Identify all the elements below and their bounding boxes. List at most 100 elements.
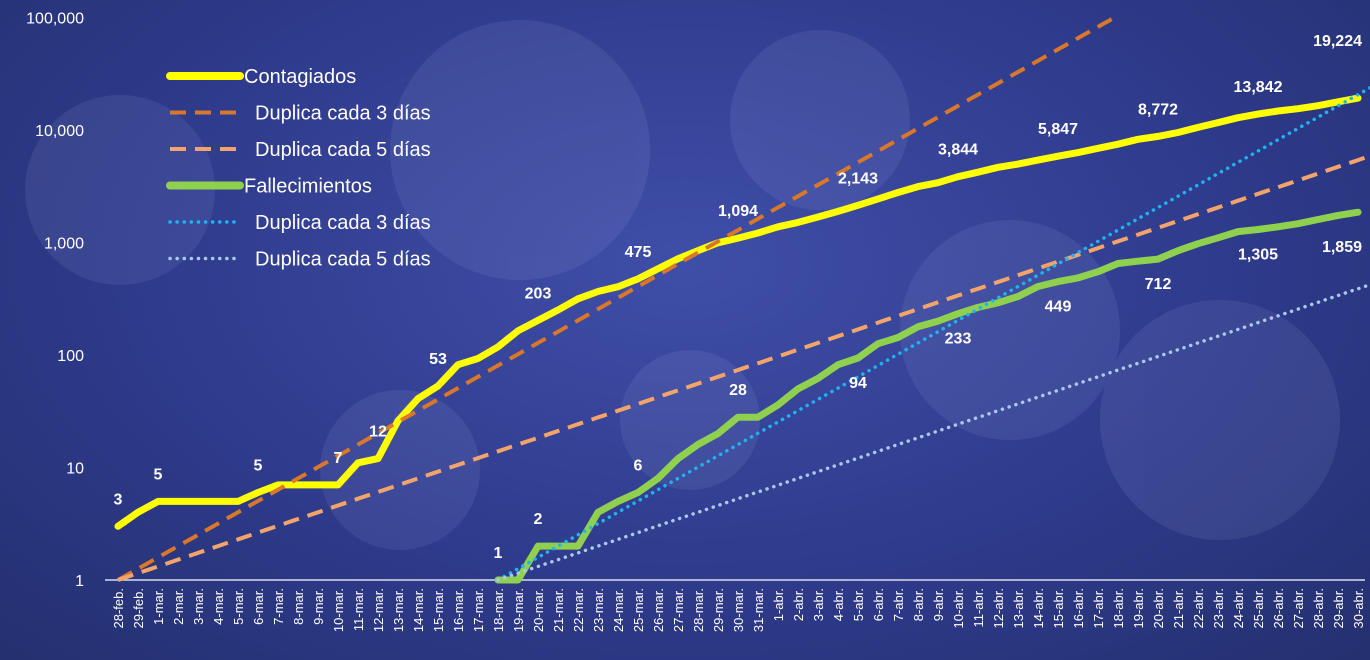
data-label: 2 [534,511,543,528]
data-label: 12 [369,424,387,441]
x-tick-label: 3-mar. [191,588,206,625]
y-tick-label: 10 [66,461,84,478]
x-tick-label: 27-abr. [1291,588,1306,628]
x-tick-label: 9-abr. [931,588,946,621]
x-tick-label: 6-mar. [251,588,266,625]
data-label: 449 [1045,299,1072,316]
x-tick-label: 1-abr. [771,588,786,621]
x-tick-label: 29-feb. [131,588,146,628]
x-tick-label: 5-abr. [851,588,866,621]
x-tick-label: 8-abr. [911,588,926,621]
x-tick-label: 20-mar. [531,588,546,632]
x-tick-label: 22-abr. [1191,588,1206,628]
x-tick-label: 18-abr. [1111,588,1126,628]
data-label: 233 [945,331,972,348]
x-tick-label: 2-mar. [171,588,186,625]
x-tick-label: 28-abr. [1311,588,1326,628]
data-label: 1,859 [1322,239,1362,256]
x-tick-label: 26-mar. [651,588,666,632]
x-tick-label: 7-abr. [891,588,906,621]
x-tick-label: 14-mar. [411,588,426,632]
x-tick-label: 6-abr. [871,588,886,621]
legend-label-1: Duplica cada 3 días [255,103,431,125]
data-label: 1,094 [718,203,758,220]
x-tick-label: 12-abr. [991,588,1006,628]
y-tick-label: 10,000 [35,123,84,140]
x-tick-label: 28-mar. [691,588,706,632]
x-tick-label: 19-mar. [511,588,526,632]
x-tick-label: 24-abr. [1231,588,1246,628]
data-labels: 355 712532034751,0942,1433,8445,8478,7721… [114,33,1363,562]
x-tick-label: 30-mar. [731,588,746,632]
plot-area [114,15,1370,584]
data-label: 5 [154,466,163,483]
data-label: 712 [1145,276,1172,293]
legend-label-5: Duplica cada 5 días [255,249,431,271]
x-tick-label: 20-abr. [1151,588,1166,628]
legend: Contagiados Duplica cada 3 días Duplica ca… [166,66,431,271]
series-line-4 [496,85,1370,582]
y-tick-label: 100 [57,348,84,365]
x-tick-label: 16-abr. [1071,588,1086,628]
x-tick-label: 13-mar. [391,588,406,632]
data-label: 475 [625,244,652,261]
data-label: 19,224 [1313,33,1362,50]
x-tick-label: 19-abr. [1131,588,1146,628]
y-tick-label: 1,000 [44,236,84,253]
x-tick-label: 10-mar. [331,588,346,632]
x-tick-label: 12-mar. [371,588,386,632]
x-tick-label: 26-abr. [1271,588,1286,628]
data-label: 3 [114,491,123,508]
x-tick-label: 11-abr. [971,588,986,628]
x-tick-label: 15-mar. [431,588,446,632]
data-label: 94 [849,375,867,392]
y-tick-label: 1 [75,573,84,590]
x-tick-label: 23-abr. [1211,588,1226,628]
x-tick-label: 22-mar. [571,588,586,632]
x-tick-label: 23-mar. [591,588,606,632]
legend-label-4: Duplica cada 3 días [255,212,431,234]
x-tick-label: 13-abr. [1011,588,1026,628]
data-label: 6 [634,457,643,474]
x-tick-label: 27-mar. [671,588,686,632]
x-tick-label: 9-mar. [311,588,326,625]
x-tick-label: 5-mar. [231,588,246,625]
data-label: 2,143 [838,170,878,187]
x-tick-label: 11-mar. [351,588,366,631]
x-tick-label: 31-mar. [751,588,766,632]
x-tick-label: 1-mar. [151,588,166,625]
data-label: 13,842 [1234,79,1283,96]
x-tick-label: 24-mar. [611,588,626,632]
x-tick-label: 29-mar. [711,588,726,632]
x-tick-label: 21-abr. [1171,588,1186,628]
legend-label-3: Fallecimientos [244,176,372,198]
data-label: 5,847 [1038,121,1078,138]
x-tick-label: 14-abr. [1031,588,1046,628]
data-label: 1 [494,545,503,562]
series-line-2 [117,153,1370,582]
x-tick-label: 10-abr. [951,588,966,628]
background-virus-shapes [25,20,1340,550]
x-tick-label: 4-abr. [831,588,846,621]
x-tick-label: 3-abr. [811,588,826,621]
x-tick-label: 25-abr. [1251,588,1266,628]
data-label: 203 [525,285,552,302]
data-label: 1,305 [1238,246,1278,263]
y-tick-label: 100,000 [26,11,84,28]
legend-label-0: Contagiados [244,66,356,88]
x-tick-label: 15-abr. [1051,588,1066,628]
data-label: 53 [429,351,447,368]
x-tick-label: 21-mar. [551,588,566,632]
x-tick-label: 8-mar. [291,588,306,625]
legend-label-2: Duplica cada 5 días [255,139,431,161]
x-tick-label: 4-mar. [211,588,226,625]
x-tick-label: 29-abr. [1331,588,1346,628]
axes: 1 10 100 1,000 10,000 100,000 28-feb. 29-feb. 1-… [26,11,1366,633]
x-tick-label: 25-mar. [631,588,646,632]
data-label: 8,772 [1138,101,1178,118]
data-label: 5 [254,457,263,474]
x-tick-label: 2-abr. [791,588,806,621]
x-tick-label: 17-mar. [471,588,486,632]
x-tick-label: 28-feb. [111,588,126,628]
